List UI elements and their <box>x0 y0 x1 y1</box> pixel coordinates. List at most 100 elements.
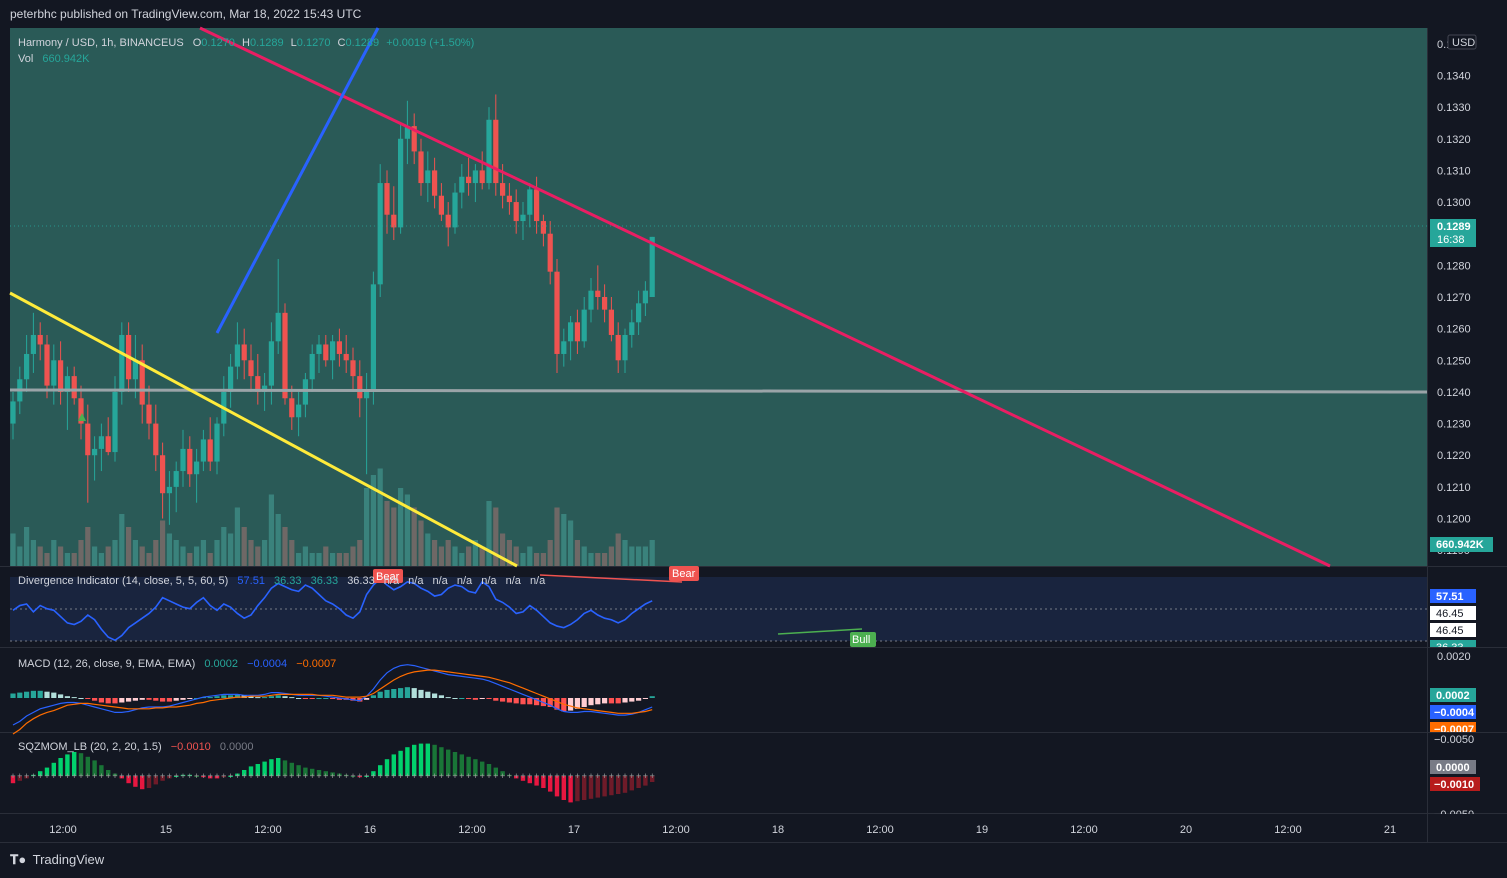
macd-badge-bg <box>1430 705 1476 719</box>
currency-badge-bg[interactable] <box>1447 34 1477 50</box>
sqz-cross-icon: + <box>44 771 49 781</box>
candle-body <box>438 195 444 215</box>
candle-body <box>540 221 546 234</box>
macd-line-value: −0.0004 <box>247 658 287 670</box>
volume-bar <box>377 468 383 566</box>
yellow-trendline[interactable] <box>9 291 518 568</box>
sqz-badge: 0.0000 <box>1436 762 1470 774</box>
macd-histogram-bar <box>479 698 485 699</box>
time-tick: 12:00 <box>1070 824 1098 836</box>
divergence-v2: 36.33 <box>274 575 302 587</box>
price-axis[interactable]: 0.13500.13400.13300.13200.13100.13000.12… <box>1437 39 1471 557</box>
macd-histogram-bar <box>207 697 213 699</box>
macd-histogram-bar <box>234 694 240 698</box>
sqz-cross-icon: + <box>500 771 505 781</box>
volume-bar <box>132 540 138 566</box>
volume-bar <box>343 553 349 566</box>
volume-bar <box>24 527 30 566</box>
sqz-bar <box>384 759 390 776</box>
candle-body <box>180 448 186 472</box>
candle-body <box>248 360 254 377</box>
volume-bar <box>85 527 91 566</box>
macd-histogram-bar <box>309 698 315 699</box>
sqz-cross-icon: + <box>248 771 253 781</box>
candle-body <box>10 401 16 424</box>
candle-body <box>357 376 363 399</box>
volume-bar <box>520 553 526 566</box>
candle-body <box>636 303 642 323</box>
rsi-axis-badge: 36.33 <box>1436 642 1464 654</box>
sqz-bar <box>602 776 607 797</box>
legend-c-label: C <box>338 37 346 49</box>
macd-histogram-bar <box>316 698 322 699</box>
sqz-cross-icon: + <box>432 771 437 781</box>
volume-bar <box>438 546 444 566</box>
sqz-cross-icon: + <box>303 771 308 781</box>
sqz-cross-icon: + <box>31 771 36 781</box>
time-axis[interactable]: 12:00 15 12:00 16 12:00 17 12:00 18 12:00 19 12:00… <box>49 824 1396 836</box>
sqz-bar <box>636 776 641 788</box>
macd-histogram-bar <box>51 692 57 698</box>
macd-axis-bottom: −0.0050 <box>1434 734 1474 746</box>
sqz-bar <box>364 776 369 777</box>
sqz-bar <box>167 776 172 779</box>
sqz-bar <box>201 776 206 778</box>
bear-label-left: Bear <box>376 571 400 583</box>
macd-histogram-bar <box>282 696 288 698</box>
sqz-badge: −0.0010 <box>1434 779 1474 791</box>
time-tick: 19 <box>976 824 988 836</box>
volume-bar <box>384 501 390 566</box>
volume-bar <box>58 546 64 566</box>
macd-histogram-bar <box>472 698 478 700</box>
candle-body <box>547 233 553 272</box>
macd-legend: MACD (12, 26, close, 9, EMA, EMA) 0.0002… <box>18 658 336 670</box>
macd-histogram-bar <box>85 698 91 699</box>
sqz-cross-icon: + <box>255 771 260 781</box>
currency-badge: USD <box>1452 37 1475 49</box>
volume-bar <box>581 546 587 566</box>
macd-histogram-bar <box>37 690 43 698</box>
sqz-bar <box>323 771 328 776</box>
macd-histogram-bar <box>398 688 404 698</box>
candle-body <box>30 334 36 354</box>
price-tick: 0.1300 <box>1437 197 1471 209</box>
volume-label: Vol <box>18 53 33 65</box>
sqz-bar <box>255 764 260 776</box>
volume-bar <box>418 520 424 566</box>
volume-bar <box>404 494 410 566</box>
sqz-cross-icon: + <box>527 771 532 781</box>
sqz-cross-icon: + <box>459 771 464 781</box>
candle-body <box>255 376 261 392</box>
sqz-cross-icon: + <box>38 771 43 781</box>
volume-bar <box>166 533 172 566</box>
support-line[interactable] <box>9 388 1428 394</box>
volume-bar <box>493 507 499 566</box>
sqz-cross-icon: + <box>51 771 56 781</box>
macd-histogram-bar <box>255 697 261 699</box>
macd-histogram-bar <box>554 698 560 710</box>
candle-body <box>629 322 635 335</box>
sqz-bar <box>520 776 526 781</box>
candle-body <box>520 214 526 222</box>
volume-bar <box>398 488 404 566</box>
volume-bar <box>51 540 57 566</box>
volume-bar <box>540 553 546 566</box>
blue-trendline[interactable] <box>215 27 380 334</box>
volume-bar <box>370 475 376 566</box>
volume-bar <box>411 507 417 566</box>
sqz-bar <box>180 774 186 776</box>
candle-body <box>275 312 281 342</box>
sqz-cross-icon: + <box>466 771 471 781</box>
volume-bar <box>139 546 145 566</box>
macd-histogram-bar <box>438 695 444 698</box>
sqz-cross-icon: + <box>446 771 451 781</box>
time-tick: 20 <box>1180 824 1192 836</box>
candle-body <box>166 486 172 494</box>
sqz-axis-bottom: −0.0050 <box>1434 809 1474 821</box>
red-trendline[interactable] <box>199 26 1331 568</box>
sqz-bar <box>58 758 63 776</box>
bull-divergence-line <box>777 628 863 635</box>
sqz-bar <box>208 776 213 779</box>
macd-histogram-bar <box>432 693 438 698</box>
